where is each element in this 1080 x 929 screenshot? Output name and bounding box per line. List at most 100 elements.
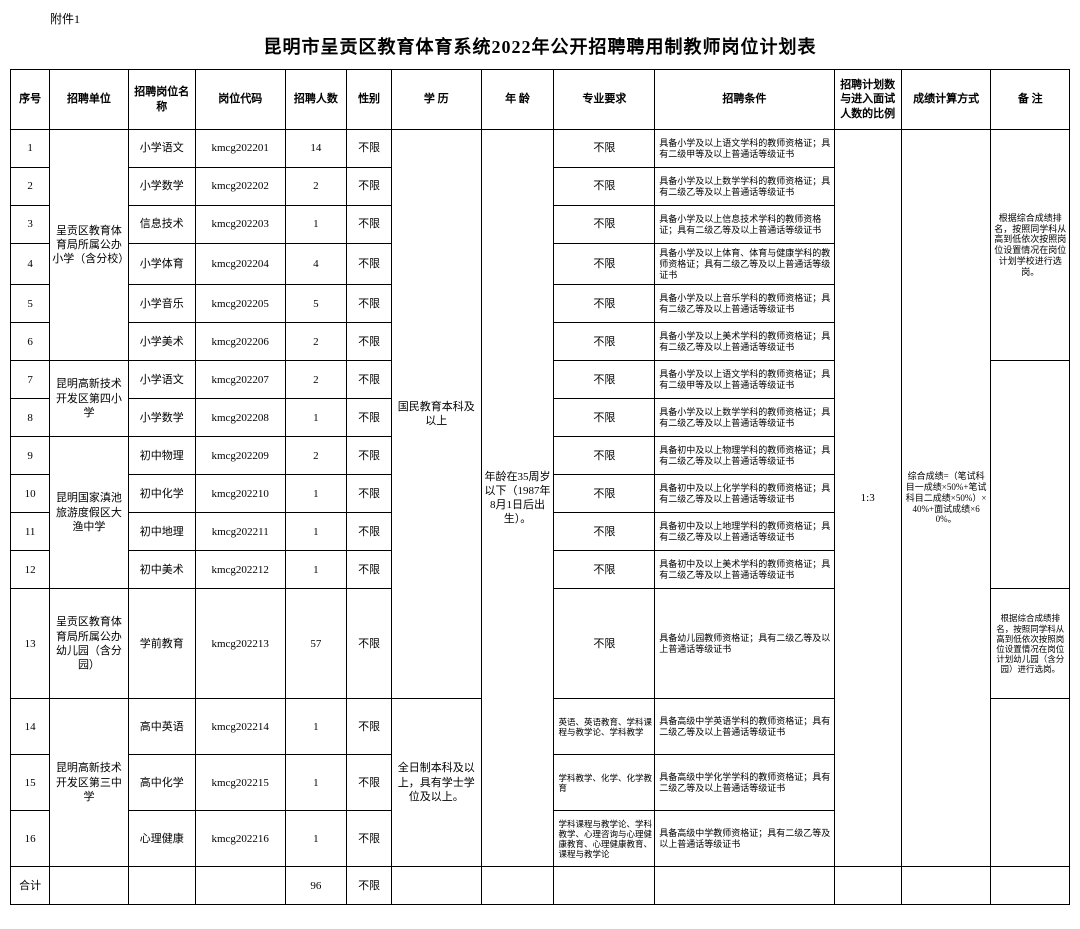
cell-code: kmcg202205	[195, 285, 285, 323]
cell-seq: 11	[11, 513, 50, 551]
plan-table: 序号 招聘单位 招聘岗位名称 岗位代码 招聘人数 性别 学 历 年 龄 专业要求…	[10, 69, 1070, 905]
cell-cond: 具备幼儿园教师资格证；具有二级乙等及以上普通话等级证书	[655, 589, 834, 699]
cell-sex: 不限	[347, 437, 392, 475]
attachment-label: 附件1	[10, 10, 1070, 27]
cell-seq: 14	[11, 699, 50, 755]
cell-code: kmcg202207	[195, 361, 285, 399]
cell-cond: 具备初中及以上化学学科的教师资格证；具有二级乙等及以上普通话等级证书	[655, 475, 834, 513]
cell-num: 1	[285, 811, 347, 867]
cell-major: 英语、英语教育、学科课程与教学论、学科教学	[554, 699, 655, 755]
cell-unit: 昆明高新技术开发区第三中学	[50, 699, 128, 867]
cell-unit: 昆明高新技术开发区第四小学	[50, 361, 128, 437]
header-row: 序号 招聘单位 招聘岗位名称 岗位代码 招聘人数 性别 学 历 年 龄 专业要求…	[11, 70, 1070, 130]
cell-major: 不限	[554, 399, 655, 437]
cell-blank	[834, 867, 901, 905]
cell-num: 1	[285, 513, 347, 551]
cell-cond: 具备小学及以上数学学科的教师资格证；具有二级乙等及以上普通话等级证书	[655, 399, 834, 437]
cell-seq: 3	[11, 206, 50, 244]
cell-sex: 不限	[347, 206, 392, 244]
cell-post: 信息技术	[128, 206, 195, 244]
cell-seq: 6	[11, 323, 50, 361]
cell-post: 心理健康	[128, 811, 195, 867]
cell-major: 不限	[554, 323, 655, 361]
cell-sex: 不限	[347, 589, 392, 699]
cell-code: kmcg202216	[195, 811, 285, 867]
cell-edu: 全日制本科及以上，具有学士学位及以上。	[391, 699, 481, 867]
cell-code: kmcg202204	[195, 244, 285, 285]
cell-note	[991, 361, 1070, 589]
cell-seq: 15	[11, 755, 50, 811]
cell-num: 1	[285, 551, 347, 589]
cell-seq: 7	[11, 361, 50, 399]
cell-blank	[391, 867, 481, 905]
cell-sex: 不限	[347, 285, 392, 323]
cell-sex: 不限	[347, 323, 392, 361]
cell-num: 2	[285, 168, 347, 206]
cell-code: kmcg202206	[195, 323, 285, 361]
th-score: 成绩计算方式	[901, 70, 991, 130]
cell-seq: 9	[11, 437, 50, 475]
cell-post: 高中化学	[128, 755, 195, 811]
cell-num: 4	[285, 244, 347, 285]
cell-seq: 13	[11, 589, 50, 699]
cell-sex: 不限	[347, 699, 392, 755]
cell-num: 2	[285, 323, 347, 361]
cell-post: 学前教育	[128, 589, 195, 699]
cell-cond: 具备小学及以上语文学科的教师资格证；具有二级甲等及以上普通话等级证书	[655, 361, 834, 399]
cell-code: kmcg202215	[195, 755, 285, 811]
cell-note	[991, 699, 1070, 867]
cell-num: 14	[285, 130, 347, 168]
cell-num: 1	[285, 699, 347, 755]
cell-blank	[554, 867, 655, 905]
cell-num: 1	[285, 755, 347, 811]
cell-post: 初中化学	[128, 475, 195, 513]
cell-sex: 不限	[347, 755, 392, 811]
cell-total-sex: 不限	[347, 867, 392, 905]
cell-major: 不限	[554, 206, 655, 244]
cell-age: 年龄在35周岁以下（1987年8月1日后出生）。	[481, 130, 554, 867]
cell-cond: 具备初中及以上地理学科的教师资格证；具有二级乙等及以上普通话等级证书	[655, 513, 834, 551]
cell-cond: 具备高级中学教师资格证；具有二级乙等及以上普通话等级证书	[655, 811, 834, 867]
cell-post: 初中美术	[128, 551, 195, 589]
cell-post: 初中物理	[128, 437, 195, 475]
cell-num: 1	[285, 475, 347, 513]
cell-total-label: 合计	[11, 867, 50, 905]
cell-num: 1	[285, 399, 347, 437]
th-cond: 招聘条件	[655, 70, 834, 130]
table-row: 1 呈贡区教育体育局所属公办小学（含分校） 小学语文 kmcg202201 14…	[11, 130, 1070, 168]
cell-code: kmcg202214	[195, 699, 285, 755]
th-code: 岗位代码	[195, 70, 285, 130]
cell-sex: 不限	[347, 513, 392, 551]
cell-post: 小学美术	[128, 323, 195, 361]
cell-unit: 昆明国家滇池旅游度假区大渔中学	[50, 437, 128, 589]
th-num: 招聘人数	[285, 70, 347, 130]
cell-seq: 12	[11, 551, 50, 589]
cell-post: 小学体育	[128, 244, 195, 285]
cell-sex: 不限	[347, 475, 392, 513]
cell-post: 小学语文	[128, 361, 195, 399]
cell-edu: 国民教育本科及以上	[391, 130, 481, 699]
cell-blank	[50, 867, 128, 905]
cell-cond: 具备高级中学化学学科的教师资格证；具有二级乙等及以上普通话等级证书	[655, 755, 834, 811]
cell-post: 初中地理	[128, 513, 195, 551]
cell-major: 不限	[554, 437, 655, 475]
cell-sex: 不限	[347, 399, 392, 437]
cell-code: kmcg202210	[195, 475, 285, 513]
cell-unit: 呈贡区教育体育局所属公办幼儿园（含分园）	[50, 589, 128, 699]
cell-code: kmcg202212	[195, 551, 285, 589]
cell-post: 小学语文	[128, 130, 195, 168]
page-title: 昆明市呈贡区教育体育系统2022年公开招聘聘用制教师岗位计划表	[10, 33, 1070, 59]
th-unit: 招聘单位	[50, 70, 128, 130]
cell-num: 57	[285, 589, 347, 699]
cell-major: 学科课程与教学论、学科教学、心理咨询与心理健康教育、心理健康教育、课程与教学论	[554, 811, 655, 867]
cell-major: 不限	[554, 513, 655, 551]
cell-num: 2	[285, 361, 347, 399]
th-seq: 序号	[11, 70, 50, 130]
cell-major: 不限	[554, 361, 655, 399]
cell-seq: 5	[11, 285, 50, 323]
cell-total-num: 96	[285, 867, 347, 905]
cell-post: 小学音乐	[128, 285, 195, 323]
cell-ratio: 1:3	[834, 130, 901, 867]
th-note: 备 注	[991, 70, 1070, 130]
cell-code: kmcg202203	[195, 206, 285, 244]
